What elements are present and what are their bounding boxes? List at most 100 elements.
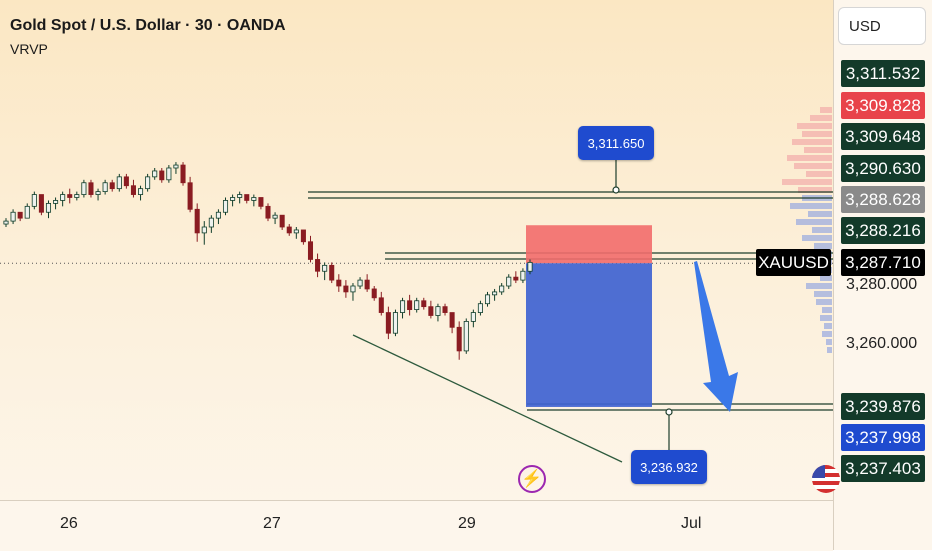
x-tick-label: 27 [263,515,281,532]
candle-body [130,185,136,195]
candle-body [300,229,306,243]
candle-body [187,182,193,210]
candle-body [67,194,73,198]
price-label: 3,288.628 [841,186,925,213]
candle-body [506,276,512,287]
trendline [352,334,623,463]
candle-body [17,211,23,219]
volume-profile-bar [808,211,832,217]
candle-body [293,229,299,234]
volume-profile-bar [796,219,832,225]
candle-body [336,279,342,287]
price-label: 3,290.630 [841,155,925,182]
volume-profile-bar [787,155,832,161]
candle-body [222,200,229,213]
x-tick-label: Jul [681,515,702,532]
candle-body [449,312,455,328]
candle-body [279,214,285,228]
candle-body [371,288,377,299]
y-tick-label: 3,280.000 [846,276,918,293]
volume-profile-bar [797,123,832,129]
candle-body [208,217,214,228]
candle-body [180,164,186,184]
y-tick-label: 3,260.000 [846,335,918,352]
candle-body [385,312,391,334]
candle-body [329,264,335,281]
candle-body [421,300,427,308]
volume-profile-bar [792,139,832,145]
price-label: 3,239.876 [841,393,925,420]
candle-body [109,182,115,190]
price-label: 3,237.998 [841,424,925,451]
candle-body [10,211,16,222]
volume-profile-bar [820,275,832,281]
candle-body [201,226,207,234]
lightning-icon[interactable]: ⚡ [518,465,546,493]
candle-body [74,194,80,198]
volume-profile-bar [814,291,832,297]
candle-body [3,220,9,225]
candle-body [484,294,491,305]
candle-body [53,200,59,204]
candle-body [357,279,363,287]
candle-body [265,205,271,219]
volume-profile-bar [820,315,832,321]
time-axis[interactable] [0,500,833,551]
candle-body [322,264,328,272]
take-profit-zone [526,263,652,407]
candle-body [230,197,236,201]
price-label: 3,311.532 [841,60,925,87]
volume-profile-bar [814,243,832,249]
candle-body [123,176,129,187]
indicator-label[interactable]: VRVP [10,41,48,57]
candle-body [315,259,321,272]
candle-body [152,170,158,178]
candle-body [60,194,66,201]
candle-body [407,300,413,311]
candle-body [364,279,370,290]
candle-body [492,291,498,296]
candle-body [456,326,462,352]
take-profit-callout[interactable]: 3,236.932 [631,450,707,484]
volume-profile-bar [826,339,832,345]
price-label: 3,309.828 [841,92,925,119]
candle-body [88,182,94,195]
x-tick-label: 29 [458,515,476,532]
volume-profile-bar [822,331,832,337]
candle-body [194,208,200,234]
candle-body [258,197,264,207]
volume-profile-bar [798,187,832,193]
x-tick-label: 26 [60,515,78,532]
candle-body [116,176,122,190]
candle-body [173,164,179,169]
candle-body [513,276,519,281]
candle-body [414,300,420,311]
candle-body [378,297,384,313]
candle-body [442,306,448,313]
volume-profile-bar [827,347,832,353]
volume-profile-bar [810,115,832,121]
candle-body [102,182,108,192]
us-flag-icon[interactable] [812,465,840,493]
volume-profile-bar [802,235,832,241]
currency-selector[interactable]: USD [838,7,926,45]
candle-body [24,205,30,219]
candle-body [307,241,314,260]
price-label: 3,309.648 [841,123,925,150]
candle-body [520,270,526,281]
volume-profile-bar [824,323,832,329]
candle-body [527,261,533,272]
candle-body [463,320,469,352]
callout-anchor [612,186,620,194]
callout-anchor [665,408,673,416]
candle-body [166,167,172,181]
candle-body [350,285,356,293]
stop-loss-callout[interactable]: 3,311.650 [578,126,654,160]
candle-body [470,312,476,322]
price-label: 3,237.403 [841,455,925,482]
volume-profile-bar [804,147,832,153]
candle-body [95,191,101,195]
candle-body [499,285,505,293]
candle-body [272,214,278,219]
